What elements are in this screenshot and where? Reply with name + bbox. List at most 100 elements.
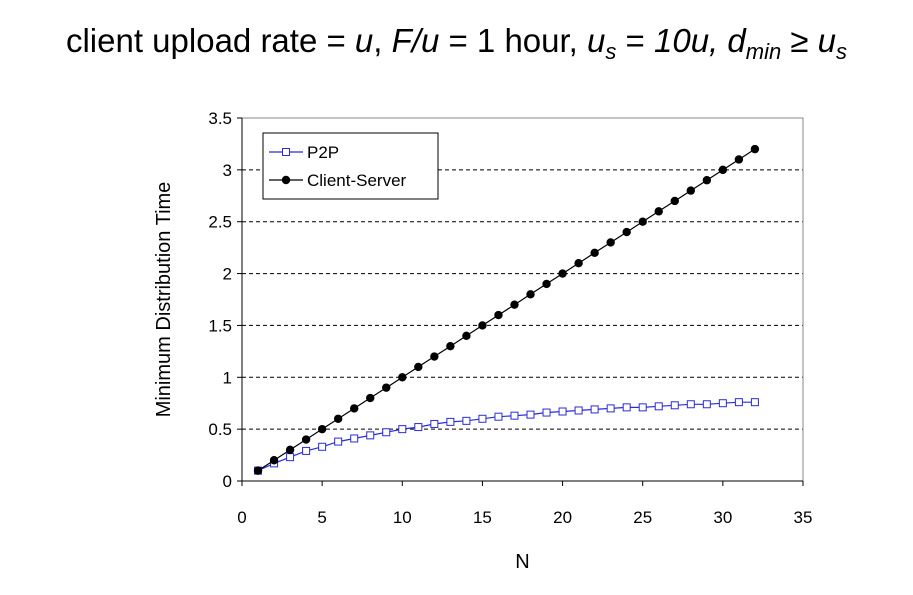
data-point [253,466,263,475]
data-point [286,453,295,462]
data-point [638,403,647,412]
data-point [686,186,695,195]
title-var-u: u [354,22,374,59]
title-var-us: u [587,22,606,59]
data-point [526,410,535,419]
x-tick-label: 15 [473,508,492,527]
data-point [350,404,359,413]
x-tick-label: 5 [317,508,326,527]
data-point [350,434,359,443]
legend: P2P Client-Server [262,132,439,200]
data-point [302,446,311,455]
series-layer [253,144,760,475]
legend-label: Client-Server [307,171,407,190]
data-point [622,227,631,237]
data-point [686,400,695,409]
data-point [382,383,391,392]
data-point [622,403,631,412]
title-geq: ≥ [781,22,818,59]
data-point [590,248,599,258]
data-point [574,406,583,415]
data-point [606,404,615,413]
data-point [670,401,679,410]
title-var-d: d [727,22,746,59]
x-tick-label: 20 [553,508,572,527]
data-point [462,331,471,340]
data-point [334,437,343,446]
legend-item: P2P [269,143,339,162]
data-point [510,300,519,309]
data-point [333,414,343,423]
data-point [558,269,567,278]
title-var-fu: F/u [391,22,440,59]
data-point [574,259,583,268]
data-point [494,412,503,421]
axes: 0 0.5 1 1.5 2 2.5 3 3.5 0 5 10 15 20 25 30 35 [208,109,812,527]
title-text-hour: = 1 hour, [439,22,588,59]
data-point [654,207,663,216]
y-tick-label: 1.5 [208,316,232,335]
data-point [750,144,760,154]
data-point [269,456,279,465]
data-point [430,419,439,428]
data-point [414,362,423,372]
data-point [702,400,711,409]
data-point [446,341,455,351]
title-equals: = [616,22,654,59]
data-point [734,398,743,407]
title-sub-s: s [605,39,617,64]
data-point [285,445,295,455]
title-sep: , [373,22,392,59]
y-axis-label: Minimum Distribution Time [153,182,175,418]
data-point [318,442,327,451]
data-point [478,414,487,423]
data-point [398,425,407,434]
data-point [734,155,744,164]
title-var-10u: 10u, [653,22,719,59]
data-point [430,352,439,361]
y-tick-label: 3.5 [208,109,232,128]
data-point [526,290,535,299]
title-var-us2: u [817,22,837,59]
x-tick-label: 10 [393,508,412,527]
x-axis-label: N [515,551,529,573]
legend-item: Client-Server [269,171,407,190]
title-sub-min: min [745,39,782,64]
data-point [446,417,455,426]
data-point [670,196,679,206]
chart-title: client upload rate = u, F/u = 1 hour, us… [0,22,913,63]
data-point [702,176,712,185]
data-point [462,416,471,425]
y-tick-label: 2 [223,265,232,284]
data-point [301,435,311,444]
legend-marker [282,148,290,156]
legend-label: P2P [307,143,339,162]
series-p2p [254,398,759,475]
data-point [542,279,551,289]
data-point [414,423,423,432]
data-point [558,407,567,416]
data-point [718,165,728,175]
data-point [606,238,615,247]
legend-box [262,132,439,200]
data-point [478,321,487,330]
legend-marker [281,175,291,185]
data-point [317,424,327,434]
x-tick-label: 25 [633,508,652,527]
y-tick-label: 0.5 [208,420,232,439]
data-point [718,399,727,408]
title-text: client upload rate = [65,22,355,59]
data-point [366,431,375,440]
data-point [366,393,375,403]
x-tick-label: 30 [713,508,732,527]
data-point [382,428,391,437]
title-sub-s2: s [836,39,848,64]
y-tick-label: 2.5 [208,213,232,232]
data-point [494,310,503,320]
series-line [257,401,755,472]
data-point [590,405,599,414]
data-point [510,411,519,420]
data-point [398,373,407,382]
data-point [750,398,759,407]
